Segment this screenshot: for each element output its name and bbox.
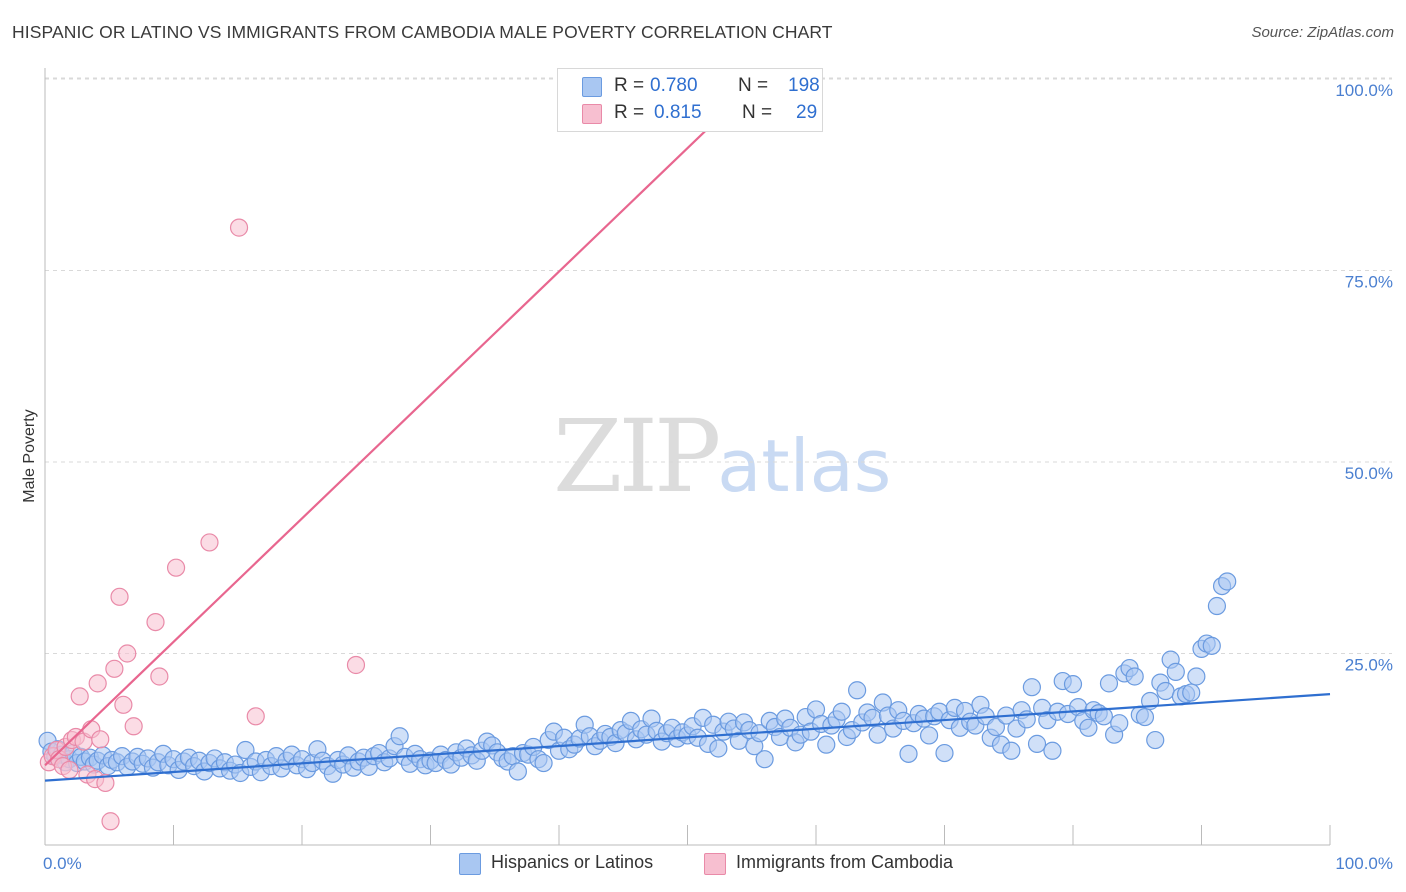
- data-point: [91, 730, 110, 749]
- data-point: [1187, 667, 1206, 686]
- legend-r-label: R =: [614, 75, 645, 96]
- data-point: [1079, 718, 1098, 737]
- data-point: [755, 750, 774, 769]
- data-point: [390, 727, 409, 746]
- watermark-atlas: atlas: [717, 424, 892, 508]
- trend-lines: [44, 78, 1331, 782]
- data-point: [88, 674, 107, 693]
- data-point: [101, 812, 120, 831]
- data-point: [868, 725, 887, 744]
- data-point: [124, 717, 143, 736]
- data-point: [1202, 636, 1221, 655]
- data-point: [118, 644, 137, 663]
- data-point: [200, 533, 219, 552]
- data-point: [1207, 596, 1227, 616]
- data-point: [229, 218, 249, 237]
- data-point: [1218, 572, 1237, 591]
- legend: R = 0.780 N = 198 R = 0.815 N = 29: [557, 68, 823, 132]
- legend-swatch-hispanics: [582, 77, 602, 97]
- data-point: [105, 659, 124, 678]
- tick-labels: 25.0% 50.0% 75.0% 100.0% 0.0% 100.0%: [43, 81, 1393, 873]
- y-tick-label: 75.0%: [1345, 273, 1393, 292]
- y-tick-label: 100.0%: [1335, 81, 1393, 100]
- data-point: [935, 743, 954, 763]
- bottom-legend-swatch-hispanics: [459, 853, 481, 875]
- source-label: Source: ZipAtlas.com: [1251, 24, 1394, 41]
- data-point: [899, 744, 918, 763]
- series-cambodia-points: [39, 69, 774, 831]
- data-point: [848, 681, 867, 700]
- data-point: [1002, 741, 1021, 760]
- data-point: [346, 655, 366, 675]
- data-point: [60, 760, 79, 780]
- legend-r-value: 0.815: [654, 102, 702, 123]
- grid: [45, 77, 1392, 654]
- data-point: [832, 702, 851, 721]
- data-point: [1135, 707, 1155, 727]
- data-point: [96, 773, 115, 793]
- legend-n-value: 198: [788, 75, 820, 96]
- legend-n-value: 29: [796, 102, 818, 123]
- data-point: [236, 740, 255, 760]
- x-tick-label: 0.0%: [43, 854, 82, 873]
- data-point: [1022, 678, 1041, 697]
- data-point: [919, 726, 939, 745]
- y-axis-label: Male Poverty: [21, 409, 38, 502]
- data-point: [114, 695, 133, 714]
- trend-line: [44, 693, 1331, 782]
- data-point: [1146, 730, 1165, 750]
- data-point: [1027, 734, 1047, 753]
- data-point: [1099, 674, 1119, 693]
- data-point: [166, 558, 186, 577]
- legend-r-label: R =: [614, 102, 645, 123]
- data-point: [1125, 667, 1144, 686]
- chart-title: HISPANIC OR LATINO VS IMMIGRANTS FROM CA…: [12, 22, 833, 42]
- data-point: [817, 735, 836, 754]
- trend-line: [44, 78, 761, 767]
- data-point: [1110, 714, 1129, 733]
- bottom-legend-label-hispanics: Hispanics or Latinos: [491, 852, 654, 872]
- data-point: [146, 612, 165, 632]
- data-point: [70, 687, 89, 706]
- data-point: [110, 587, 129, 606]
- data-point: [1166, 662, 1185, 681]
- legend-swatch-cambodia: [582, 104, 602, 124]
- legend-n-label: N =: [742, 102, 773, 123]
- data-point: [246, 707, 265, 726]
- data-point: [1043, 741, 1062, 760]
- y-tick-label: 25.0%: [1345, 656, 1393, 675]
- data-point: [534, 753, 553, 773]
- data-point: [150, 667, 169, 686]
- bottom-legend-label-cambodia: Immigrants from Cambodia: [736, 852, 954, 872]
- y-tick-label: 50.0%: [1345, 464, 1393, 483]
- data-point: [1094, 707, 1113, 726]
- legend-n-label: N =: [738, 75, 769, 96]
- watermark-zip: ZIP: [553, 398, 721, 515]
- x-tick-label: 100.0%: [1335, 854, 1393, 873]
- legend-r-value: 0.780: [650, 75, 698, 96]
- data-point: [1182, 683, 1201, 702]
- watermark: ZIPatlas: [553, 398, 891, 515]
- data-point: [1156, 681, 1175, 701]
- bottom-legend-swatch-cambodia: [704, 853, 726, 875]
- data-point: [986, 717, 1006, 737]
- series-hispanics-points: [38, 572, 1237, 783]
- data-point: [508, 762, 527, 781]
- data-point: [1063, 675, 1083, 694]
- axes: [44, 68, 1331, 846]
- data-point: [709, 739, 728, 758]
